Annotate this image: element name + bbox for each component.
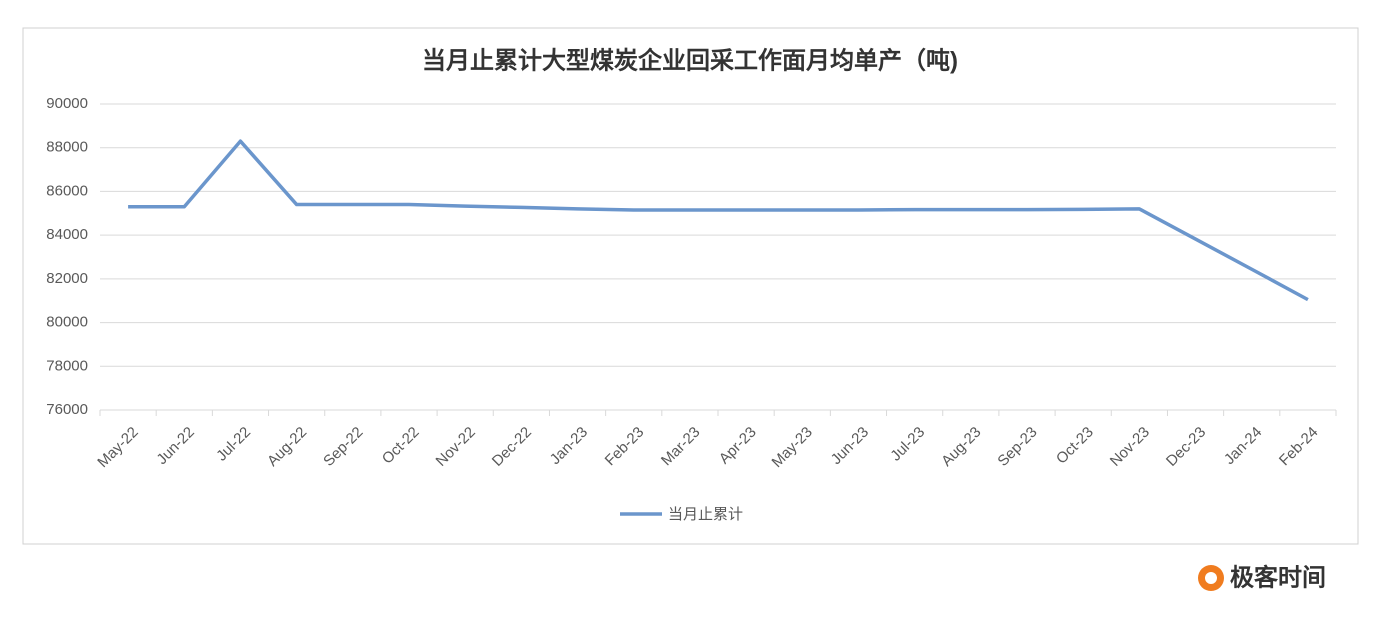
y-tick-label: 76000 — [46, 401, 88, 418]
y-tick-label: 80000 — [46, 314, 88, 331]
y-tick-label: 88000 — [46, 139, 88, 156]
y-tick-label: 78000 — [46, 357, 88, 374]
y-tick-label: 90000 — [46, 95, 88, 112]
y-tick-label: 84000 — [46, 226, 88, 243]
logo-hole — [1205, 572, 1217, 584]
chart-title: 当月止累计大型煤炭企业回采工作面月均单产（吨) — [422, 46, 958, 74]
chart-frame — [22, 27, 1359, 545]
watermark: 极客时间 — [1230, 563, 1326, 591]
line — [128, 139, 1309, 302]
y-tick-label: 82000 — [46, 270, 88, 287]
y-tick-label: 86000 — [46, 182, 88, 199]
legend-label: 当月止累计 — [668, 506, 743, 523]
